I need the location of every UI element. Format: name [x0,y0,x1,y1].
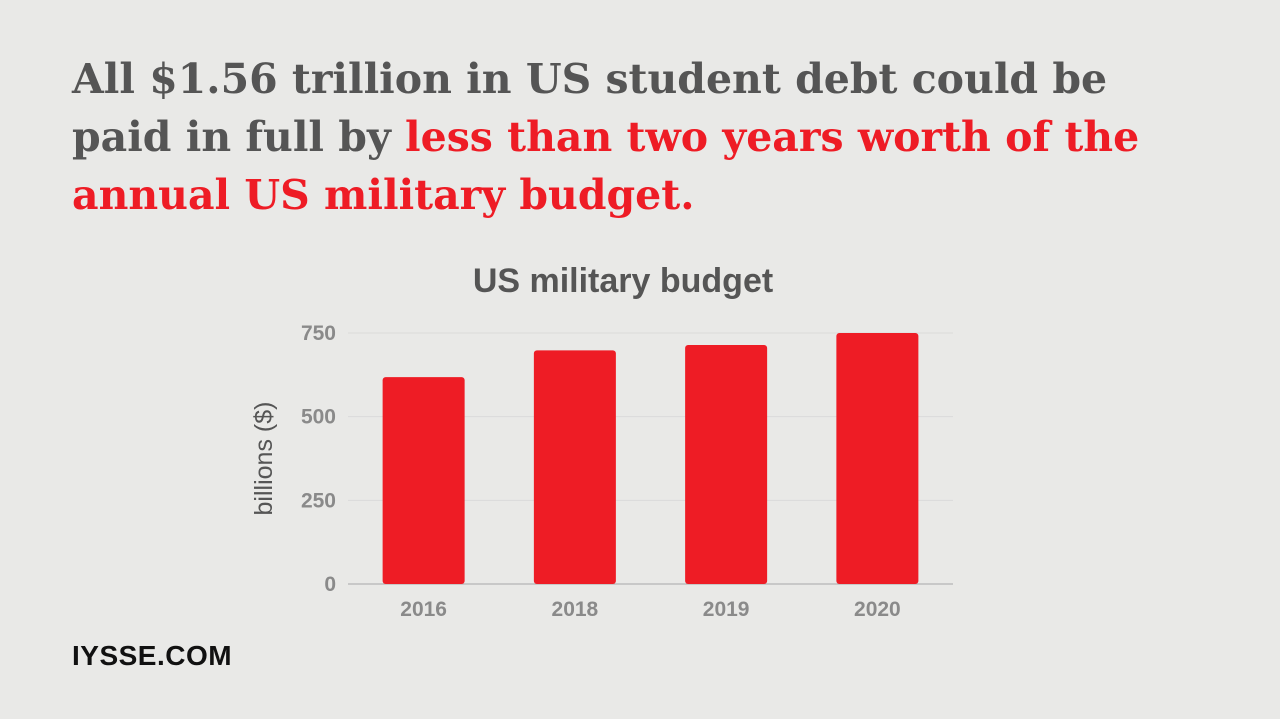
x-tick-label: 2016 [400,598,447,621]
bar [533,350,616,584]
bar [836,333,919,584]
chart-title: US military budget [472,262,774,300]
bar [685,345,768,584]
x-tick-label: 2018 [552,598,599,621]
headline-accent-text: less than two years worth of the annual … [72,113,1140,219]
x-tick-label: 2020 [854,598,901,621]
y-tick-label: 0 [324,573,336,596]
y-axis-label: billions ($) [250,402,278,516]
headline-text: All $1.56 trillion in US student debt co… [72,55,1108,161]
x-tick-label: 2019 [703,598,750,621]
brand-logo-text: IYSSE.COM [72,640,233,671]
headline: All $1.56 trillion in US student debt co… [72,50,1212,224]
y-tick-label: 250 [301,489,336,512]
y-tick-label: 750 [301,322,336,345]
bar [382,377,465,584]
y-tick-label: 500 [301,406,336,429]
